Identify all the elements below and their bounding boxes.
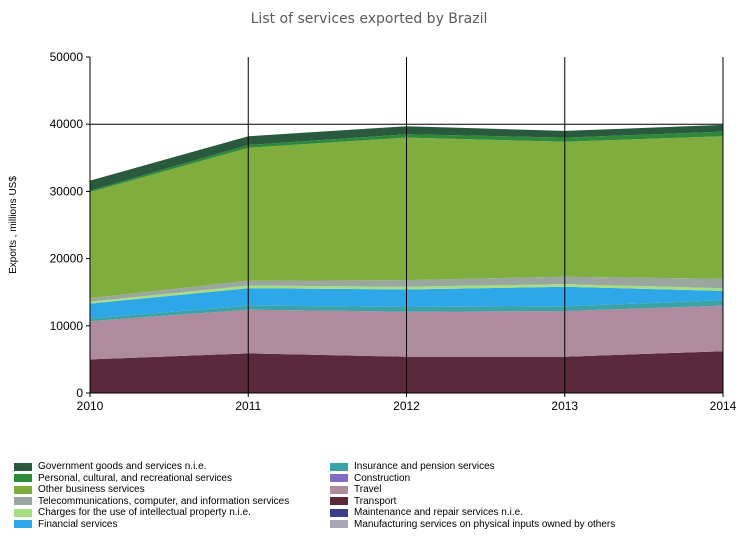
x-tick-label: 2012 [393, 399, 420, 413]
legend-swatch [14, 520, 32, 528]
legend-item: Transport [330, 496, 396, 507]
legend-label: Travel [354, 484, 382, 495]
legend-label: Other business services [38, 484, 145, 495]
y-tick-labels: 0 10000 20000 30000 40000 50000 [50, 50, 84, 400]
legend-label: Transport [354, 495, 397, 507]
grid-lines [90, 57, 724, 393]
legend-swatch [14, 497, 32, 505]
legend-swatch [330, 462, 348, 471]
area-chart: List of services exported by Brazil Expo… [8, 11, 737, 413]
legend-item: Travel [330, 484, 381, 495]
y-tick-label: 20000 [50, 252, 84, 266]
legend-label: Government goods and services n.i.e. [38, 461, 207, 472]
legend-swatch [330, 520, 348, 528]
legend-item: Telecommunications, computer, and inform… [14, 496, 289, 507]
legend-swatch [14, 462, 32, 471]
legend-label: Financial services [38, 518, 118, 530]
legend-item: Maintenance and repair services n.i.e. [330, 507, 523, 518]
legend-swatch [330, 474, 348, 482]
legend-swatch [14, 485, 32, 494]
legend-swatch [330, 497, 348, 505]
legend-swatch [14, 508, 32, 517]
y-tick-label: 0 [76, 386, 83, 400]
chart-title: List of services exported by Brazil [251, 11, 488, 27]
axes [86, 56, 724, 397]
legend-item: Personal, cultural, and recreational ser… [14, 473, 232, 484]
legend-swatch [14, 474, 32, 482]
legend-item: Charges for the use of intellectual prop… [14, 507, 251, 518]
legend-label: Charges for the use of intellectual prop… [38, 507, 251, 518]
legend-item: Construction [330, 473, 410, 484]
legend-item: Government goods and services n.i.e. [14, 461, 206, 472]
legend-swatch [330, 508, 348, 517]
y-tick-label: 50000 [50, 50, 84, 64]
legend-item: Financial services [14, 519, 117, 530]
chart-legend: Government goods and services n.i.e. Insu… [14, 461, 734, 541]
legend-item: Other business services [14, 484, 145, 495]
y-axis-label: Exports , millions US$ [8, 176, 19, 274]
legend-label: Telecommunications, computer, and inform… [38, 495, 290, 507]
x-tick-labels: 2010 2011 2012 2013 2014 [77, 399, 737, 413]
x-tick-label: 2011 [235, 399, 261, 413]
x-tick-label: 2010 [77, 399, 104, 413]
legend-label: Maintenance and repair services n.i.e. [354, 507, 523, 518]
y-tick-label: 30000 [50, 184, 84, 198]
y-tick-label: 40000 [50, 117, 84, 131]
legend-swatch [330, 485, 348, 494]
legend-label: Insurance and pension services [354, 461, 495, 472]
legend-label: Manufacturing services on physical input… [354, 518, 616, 530]
legend-item: Manufacturing services on physical input… [330, 519, 615, 530]
legend-label: Personal, cultural, and recreational ser… [38, 472, 232, 484]
y-tick-label: 10000 [50, 319, 84, 333]
x-tick-label: 2014 [710, 399, 737, 413]
x-tick-label: 2013 [551, 399, 578, 413]
legend-item: Insurance and pension services [330, 461, 495, 472]
legend-label: Construction [354, 472, 411, 484]
